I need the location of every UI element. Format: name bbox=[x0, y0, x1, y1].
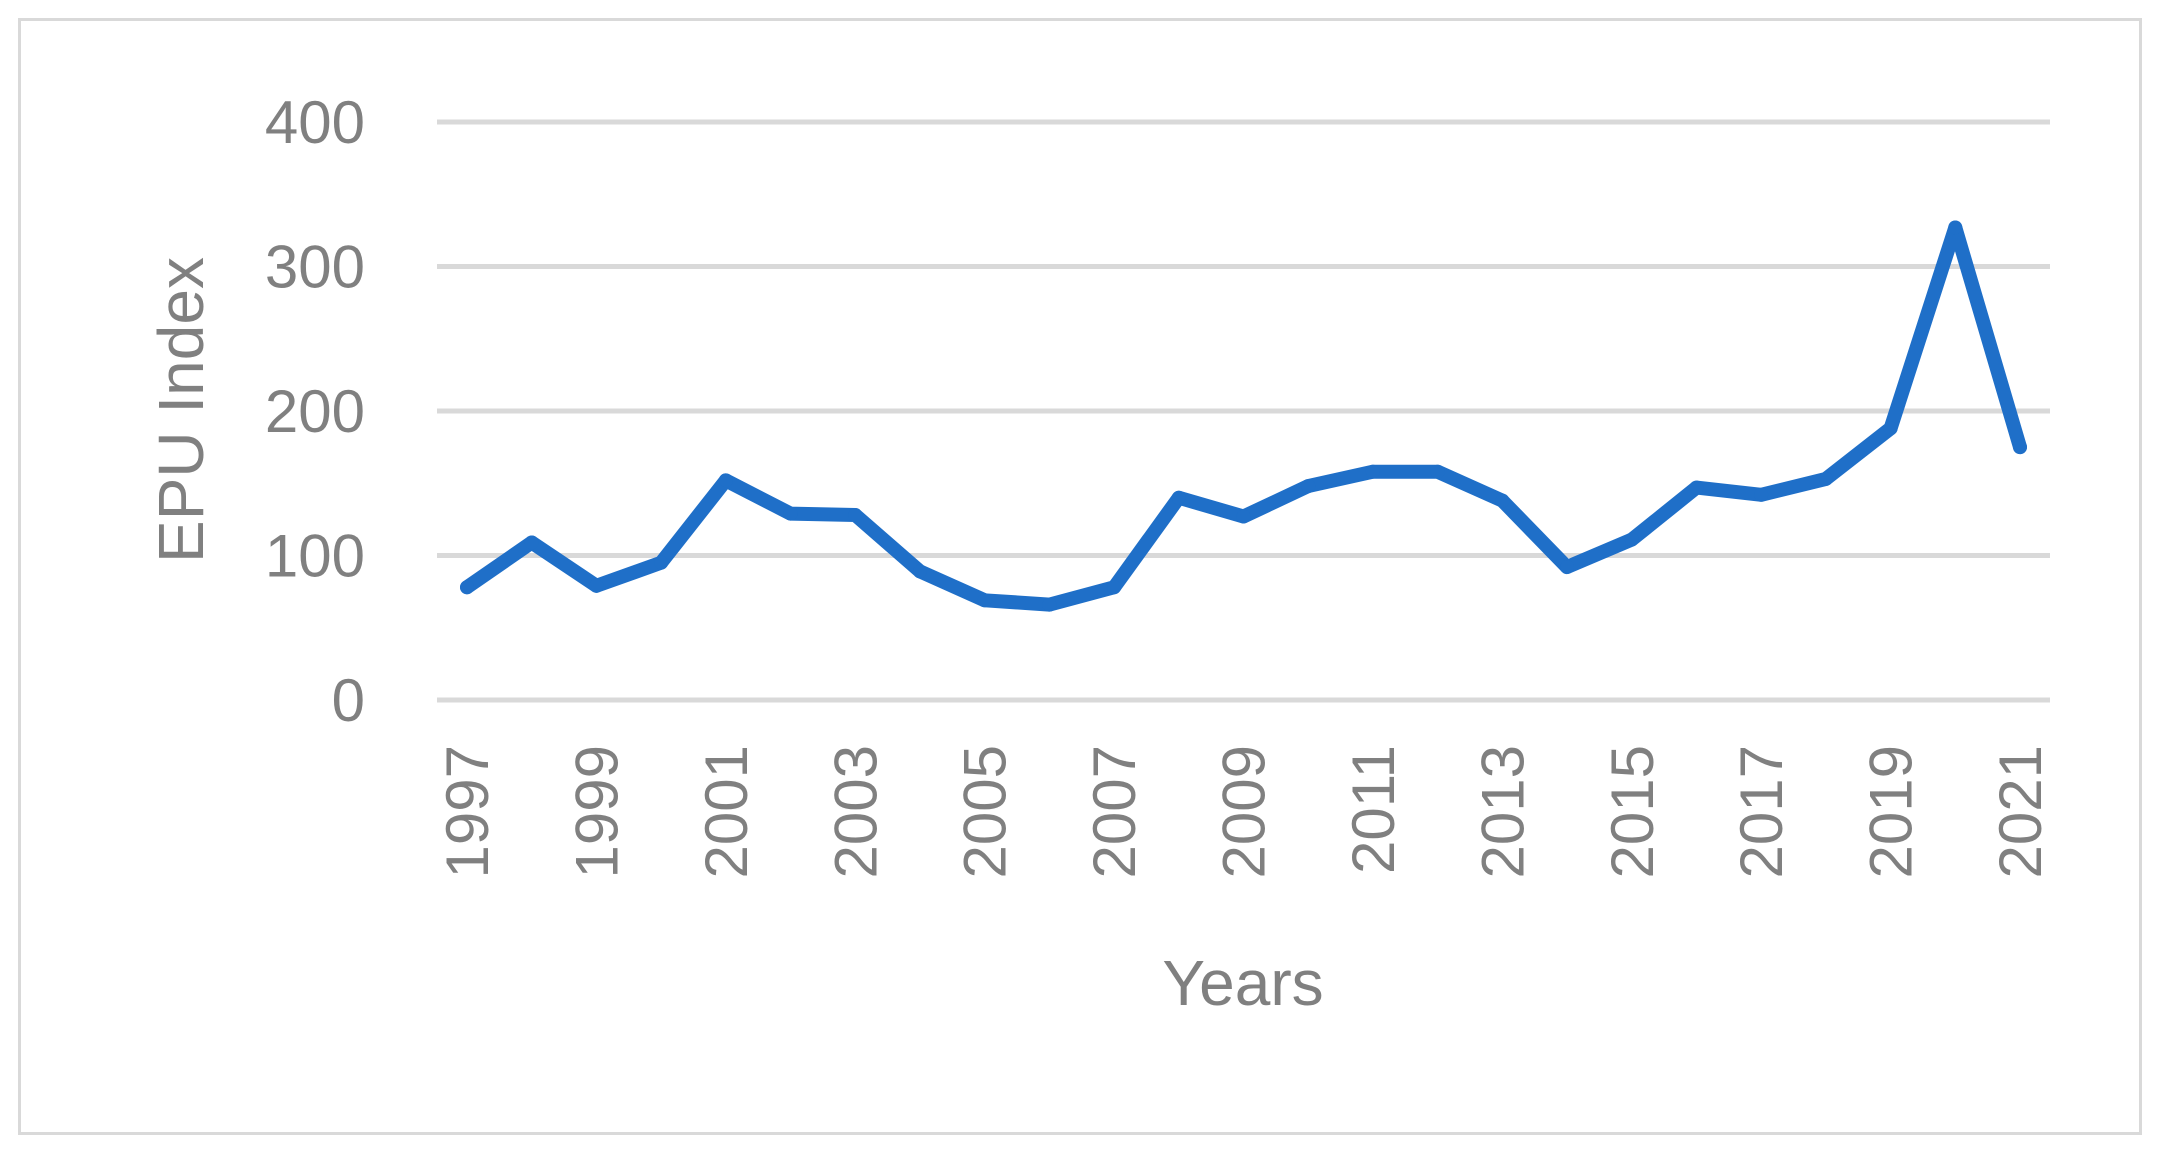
y-tick-label: 400 bbox=[265, 89, 365, 156]
data-point bbox=[718, 473, 733, 488]
data-point bbox=[1042, 597, 1057, 612]
data-point bbox=[2013, 440, 2027, 455]
series-layer bbox=[460, 220, 2027, 612]
x-tick-label: 2011 bbox=[1340, 745, 1407, 874]
y-tick-label: 0 bbox=[332, 667, 365, 734]
data-point bbox=[1754, 487, 1769, 502]
series-line bbox=[460, 220, 2027, 612]
x-axis-title: Years bbox=[1162, 947, 1323, 1019]
data-point bbox=[912, 564, 927, 579]
gridlines bbox=[437, 119, 2050, 703]
x-tick-label: 2015 bbox=[1599, 745, 1666, 878]
data-point bbox=[1107, 580, 1122, 595]
x-axis-ticks: 1997 1999 2001 2003 2005 2007 2009 2011 2013 2015… bbox=[434, 745, 2054, 878]
data-point bbox=[1624, 532, 1639, 547]
data-point bbox=[783, 506, 798, 521]
x-tick-label: 2019 bbox=[1858, 745, 1925, 878]
x-tick-label: 2009 bbox=[1211, 745, 1278, 878]
data-point bbox=[848, 508, 863, 523]
data-point bbox=[1495, 493, 1510, 508]
data-point bbox=[1236, 509, 1251, 524]
x-tick-label: 2003 bbox=[822, 745, 889, 878]
chart-frame bbox=[18, 18, 2142, 1135]
y-tick-label: 100 bbox=[265, 523, 365, 590]
data-point bbox=[589, 578, 604, 593]
data-point bbox=[1301, 479, 1316, 494]
x-tick-label: 1997 bbox=[434, 745, 501, 878]
data-point bbox=[1430, 464, 1445, 479]
data-point bbox=[524, 535, 539, 550]
y-axis-ticks: 0 100 200 300 400 bbox=[265, 89, 365, 734]
x-tick-label: 2005 bbox=[952, 745, 1019, 878]
x-tick-label: 1999 bbox=[563, 745, 630, 878]
x-tick-label: 2013 bbox=[1469, 745, 1536, 878]
data-point bbox=[1171, 490, 1186, 505]
y-tick-label: 300 bbox=[265, 234, 365, 301]
data-point bbox=[460, 580, 474, 595]
x-tick-label: 2017 bbox=[1728, 745, 1795, 878]
x-tick-label: 2021 bbox=[1987, 745, 2054, 878]
y-tick-label: 200 bbox=[265, 378, 365, 445]
x-tick-label: 2001 bbox=[693, 745, 760, 878]
data-point bbox=[977, 593, 992, 608]
data-point bbox=[654, 555, 669, 570]
y-axis-title: EPU Index bbox=[145, 257, 217, 563]
data-point bbox=[1948, 220, 1963, 235]
data-point bbox=[1560, 560, 1575, 575]
data-point bbox=[1883, 421, 1898, 436]
data-point bbox=[1689, 480, 1704, 495]
data-point bbox=[1818, 471, 1833, 486]
data-point bbox=[1365, 464, 1380, 479]
x-tick-label: 2007 bbox=[1081, 745, 1148, 878]
